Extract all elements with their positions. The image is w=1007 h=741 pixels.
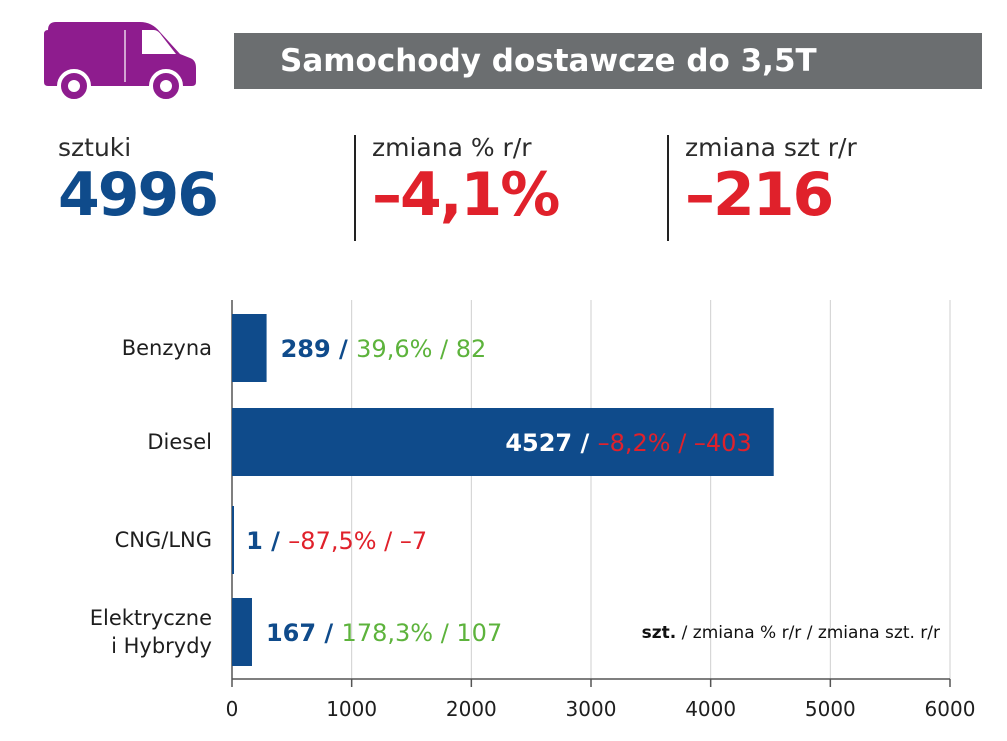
x-tick-label: 3000 — [566, 697, 617, 721]
category-label: Elektryczne i Hybrydy — [90, 606, 212, 658]
van-icon — [44, 22, 196, 103]
x-tick-label: 0 — [226, 697, 239, 721]
stat-unit-change: zmiana szt r/r –216 — [685, 133, 857, 228]
x-tick-label: 2000 — [446, 697, 497, 721]
stat-pct-change: zmiana % r/r –4,1% — [372, 133, 560, 230]
divider — [354, 135, 356, 241]
bar — [232, 408, 774, 476]
data-label: 289 / 39,6% / 82 — [281, 335, 487, 363]
divider — [667, 135, 669, 241]
stat-unit-change-value: –216 — [685, 160, 834, 230]
stat-units-value: 4996 — [58, 160, 219, 230]
stat-pct-change-value: –4,1% — [372, 160, 560, 230]
stat-units: sztuki 4996 — [58, 133, 219, 230]
x-tick-label: 4000 — [685, 697, 736, 721]
x-tick-label: 6000 — [925, 697, 976, 721]
data-label: 4527 / –8,2% / –403 — [505, 429, 751, 457]
category-label: CNG/LNG — [115, 528, 212, 552]
data-label: 1 / –87,5% / –7 — [246, 527, 427, 555]
x-tick-label: 5000 — [805, 697, 856, 721]
category-label: Benzyna — [122, 336, 212, 360]
legend-note: szt. / zmiana % r/r / zmiana szt. r/r — [642, 623, 940, 643]
x-tick-label: 1000 — [326, 697, 377, 721]
data-label: 167 / 178,3% / 107 — [266, 619, 502, 647]
stat-units-label: sztuki — [58, 133, 132, 162]
category-label: Diesel — [147, 430, 212, 454]
page-title: Samochody dostawcze do 3,5T — [280, 43, 817, 79]
stat-unit-change-label: zmiana szt r/r — [685, 133, 857, 162]
stat-pct-change-label: zmiana % r/r — [372, 133, 532, 162]
bar — [232, 598, 252, 666]
bar — [232, 314, 267, 382]
title-bar: Samochody dostawcze do 3,5T — [234, 33, 982, 89]
bar — [232, 506, 234, 574]
